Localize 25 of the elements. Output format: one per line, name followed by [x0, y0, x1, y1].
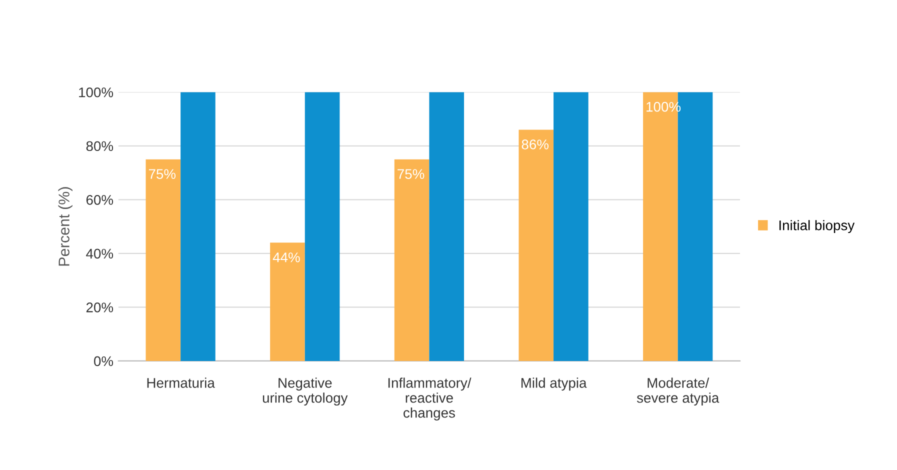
data-label: 75%: [148, 169, 176, 179]
x-tick-label: Moderate/ severe atypia: [636, 378, 720, 406]
x-tick-label: Negative urine cytology: [262, 378, 348, 406]
y-tick-label: 80%: [86, 141, 114, 152]
bar: [146, 159, 181, 361]
data-label: 86%: [522, 140, 549, 150]
x-tick-label: Inflammatory/ reactive changes: [388, 378, 472, 420]
y-tick-label: 40%: [86, 248, 114, 259]
bar: [429, 92, 464, 361]
y-tick-label: 20%: [86, 302, 114, 312]
legend-label: Initial biopsy: [779, 220, 855, 234]
bar: [394, 159, 430, 361]
bar: [180, 92, 216, 361]
x-tick-label: Mild atypia: [521, 378, 587, 391]
data-label: 75%: [398, 169, 424, 179]
y-tick-label: 100%: [79, 87, 114, 98]
data-label: 44%: [272, 252, 300, 262]
y-axis-title: Percent (%): [58, 187, 72, 266]
x-tick-label: Hermaturia: [147, 378, 215, 388]
y-tick-label: 60%: [86, 194, 114, 205]
y-tick-label: 0%: [94, 356, 114, 366]
bar: [518, 130, 554, 361]
bar: [554, 92, 588, 361]
bar: [270, 242, 305, 361]
bar: [304, 92, 340, 361]
